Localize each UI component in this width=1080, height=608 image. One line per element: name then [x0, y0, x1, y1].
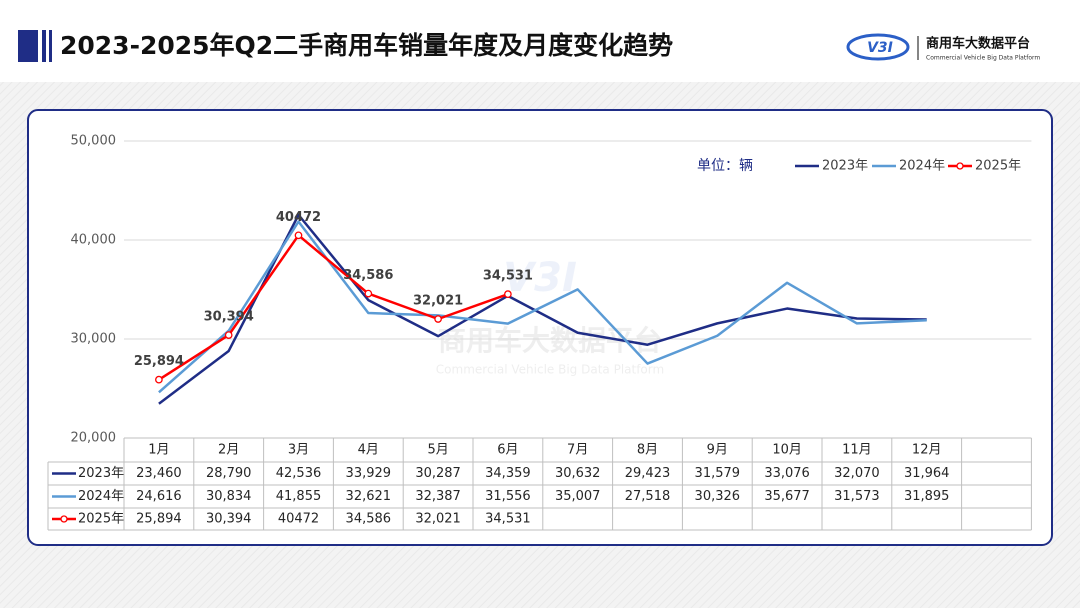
table-cell: 42,536	[276, 466, 322, 481]
header-accent	[49, 30, 52, 62]
header-accent	[42, 30, 46, 62]
table-cell: 30,326	[695, 489, 741, 504]
plot: 20,000 30,000 40,000 50,000 1月 2月 3月 4月 5月 6月 7月 8月…	[47, 134, 1032, 531]
logo: V3I 商用车大数据平台 Commercial Vehicle Big Data…	[846, 33, 1040, 62]
table-cell: 23,460	[136, 466, 182, 481]
table-cell: 30,287	[415, 466, 461, 481]
table-cell: 31,579	[695, 466, 741, 481]
table-row-label: 2025年	[78, 512, 124, 527]
x-tick-label: 9月	[707, 443, 728, 458]
table-cell: 31,895	[904, 489, 950, 504]
table-cell: 32,621	[346, 489, 392, 504]
logo-subtitle: Commercial Vehicle Big Data Platform	[926, 55, 1040, 62]
legend-marker	[956, 162, 964, 170]
table-marker	[60, 515, 68, 523]
data-label: 32,021	[413, 293, 463, 308]
point-marker	[294, 231, 303, 240]
table-cell: 29,423	[625, 466, 671, 481]
x-tick-label: 7月	[567, 443, 588, 458]
point-marker	[504, 290, 512, 298]
table-cell: 24,616	[136, 489, 182, 504]
table-cell: 32,021	[415, 512, 461, 527]
header-bg	[0, 0, 1080, 82]
y-tick-label: 40,000	[71, 233, 117, 248]
point-marker	[364, 289, 373, 298]
data-label: 25,894	[134, 354, 184, 369]
logo-mark: V3I	[867, 40, 893, 56]
table-cell: 33,076	[764, 466, 810, 481]
x-tick-label: 11月	[842, 443, 872, 458]
table-cell: 31,964	[904, 466, 950, 481]
table-cell: 35,007	[555, 489, 601, 504]
x-tick-label: 6月	[497, 443, 518, 458]
table-cell: 30,632	[555, 466, 601, 481]
x-tick-label: 8月	[637, 443, 658, 458]
data-label: 34,586	[343, 268, 393, 283]
logo-name: 商用车大数据平台	[926, 36, 1030, 52]
point-marker	[224, 331, 233, 339]
header-accent	[18, 30, 38, 62]
table-cell: 34,359	[485, 466, 531, 481]
watermark-subtitle: Commercial Vehicle Big Data Platform	[436, 363, 664, 377]
table-cell: 30,394	[206, 512, 252, 527]
x-tick-label: 1月	[148, 443, 169, 458]
data-label: 34,531	[483, 269, 533, 284]
x-tick-label: 4月	[358, 443, 379, 458]
y-tick-label: 50,000	[71, 134, 117, 149]
table-cell: 27,518	[625, 489, 671, 504]
data-label: 40472	[276, 210, 321, 225]
series-line	[158, 234, 509, 381]
table-cell: 32,070	[834, 466, 880, 481]
table-cell: 34,586	[346, 512, 392, 527]
table-cell: 31,573	[834, 489, 880, 504]
table-cell: 31,556	[485, 489, 531, 504]
chart-title: 2023-2025年Q2二手商用车销量年度及月度变化趋势	[60, 31, 673, 60]
table-cell: 28,790	[206, 466, 252, 481]
x-tick-label: 12月	[912, 443, 942, 458]
y-tick-label: 30,000	[71, 332, 117, 347]
table-cell: 33,929	[346, 466, 392, 481]
table-row-label: 2024年	[78, 489, 124, 504]
table-cell: 40472	[278, 512, 319, 527]
x-tick-label: 2月	[218, 443, 239, 458]
table-cell: 32,387	[415, 489, 461, 504]
x-tick-label: 5月	[427, 443, 448, 458]
legend-label: 2024年	[899, 159, 945, 174]
point-marker	[155, 375, 163, 384]
x-tick-label: 10月	[772, 443, 802, 458]
x-tick-label: 3月	[288, 443, 309, 458]
y-tick-label: 20,000	[71, 431, 117, 446]
table-cell: 25,894	[136, 512, 182, 527]
chart-panel	[27, 109, 1053, 546]
point-marker	[434, 315, 442, 323]
logo-icon	[846, 33, 910, 61]
legend-label: 2025年	[975, 159, 1021, 174]
table-cell: 35,677	[764, 489, 810, 504]
table-cell: 30,834	[206, 489, 252, 504]
data-label: 30,394	[204, 310, 254, 325]
table-cell: 34,531	[485, 512, 531, 527]
series-line	[158, 220, 927, 394]
unit-label: 单位：辆	[697, 158, 753, 174]
legend-label: 2023年	[822, 159, 868, 174]
table-row-label: 2023年	[78, 466, 124, 481]
watermark-mark: V3I	[503, 255, 577, 301]
table-cell: 41,855	[276, 489, 322, 504]
